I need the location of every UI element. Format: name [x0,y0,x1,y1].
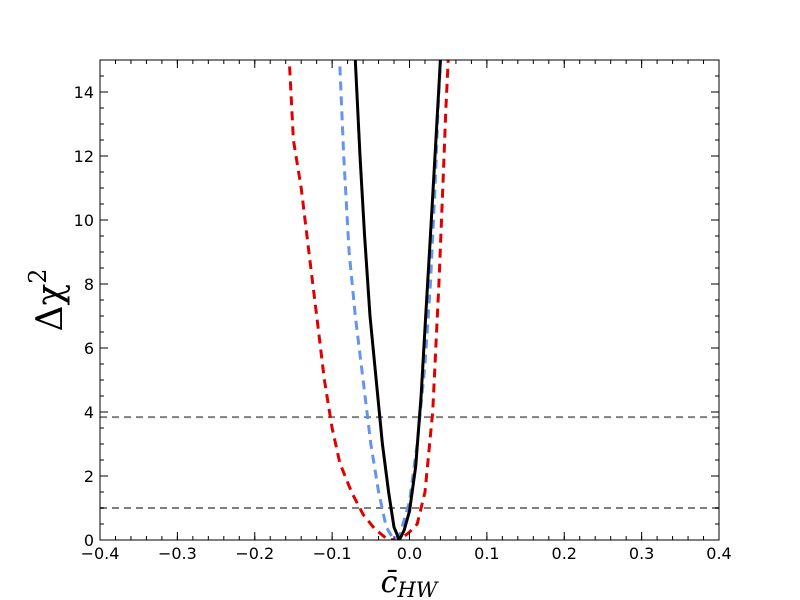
y-tick-label: 6 [84,339,94,358]
y-tick-label: 2 [84,467,94,486]
x-tick-label: −0.3 [158,544,197,563]
series-line-1 [288,60,450,540]
plot-frame [99,59,720,541]
y-axis-label-main: Δχ [30,284,71,332]
x-tick-label: 0.2 [552,544,577,563]
y-tick-label: 12 [74,147,94,166]
y-tick-label: 4 [84,403,94,422]
x-axis-label-main: c̄ [381,565,398,600]
x-tick-label: 0.4 [706,544,731,563]
y-tick-label: 10 [74,211,94,230]
plot-background [100,60,719,540]
y-axis-label-sup: 2 [24,268,52,283]
x-axis-label: c̄HW [381,565,440,600]
y-axis-label: Δχ2 [24,268,71,331]
series-line-3 [353,60,442,540]
x-tick-label: 0.0 [397,544,422,563]
x-tick-label: −0.4 [81,544,120,563]
x-tick-label: −0.1 [313,544,352,563]
x-tick-label: −0.2 [235,544,274,563]
y-tick-label: 0 [84,531,94,550]
series-line-2 [338,60,442,540]
x-tick-label: 0.3 [629,544,654,563]
x-tick-label: 0.1 [474,544,499,563]
y-tick-label: 8 [84,275,94,294]
y-tick-label: 14 [74,83,94,102]
x-axis-label-sub: HW [396,578,439,600]
